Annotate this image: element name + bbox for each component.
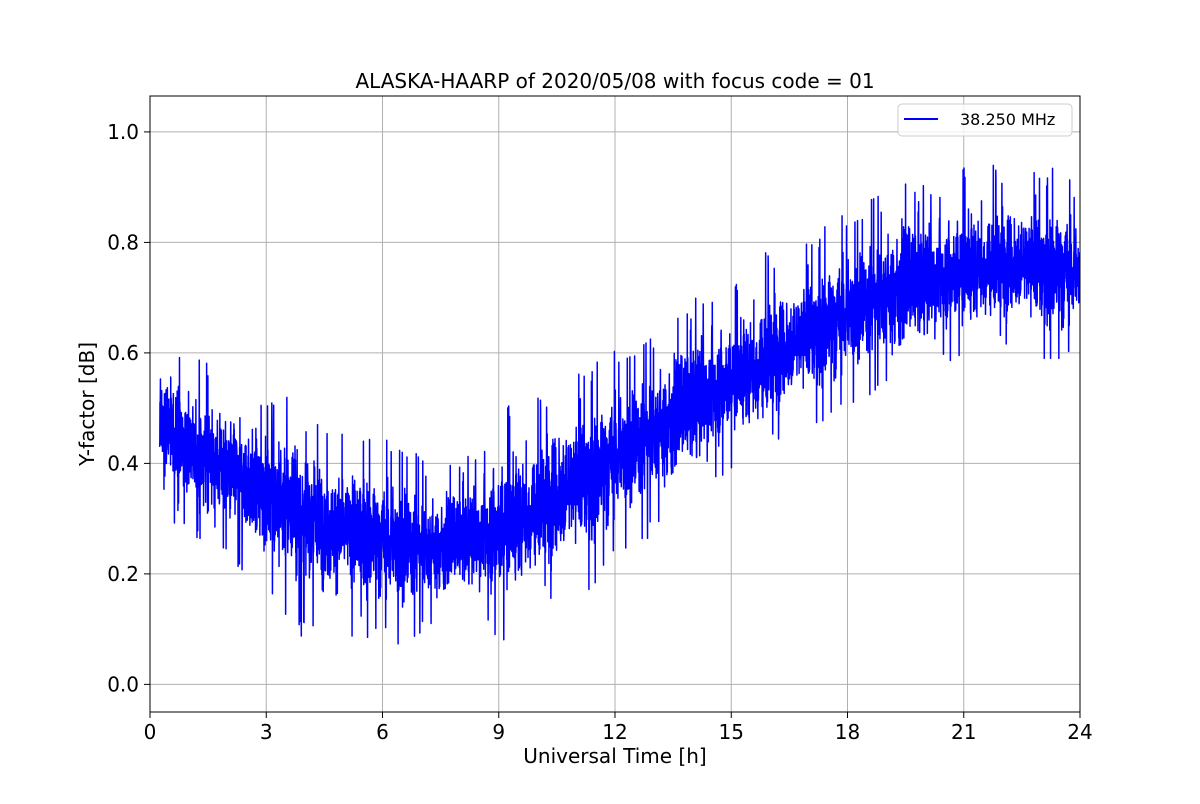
y-axis-label: Y-factor [dB]	[75, 342, 99, 467]
x-tick-label: 12	[602, 720, 627, 744]
y-tick-label: 0.4	[107, 451, 139, 475]
legend-box	[897, 103, 1073, 137]
legend: 38.250 MHz	[897, 103, 1073, 137]
x-tick-label: 9	[492, 720, 505, 744]
y-tick-label: 0.0	[107, 672, 139, 696]
x-tick-label: 18	[835, 720, 860, 744]
x-axis-label: Universal Time [h]	[523, 744, 706, 768]
ticks: 0 3 6 9 12 15 18 21 24 0.0 0.2 0.4 0.6 0.8 1.0	[107, 120, 1093, 744]
series-group	[158, 164, 1080, 645]
chart-title: ALASKA-HAARP of 2020/05/08 with focus co…	[355, 69, 874, 93]
y-tick-label: 0.6	[107, 341, 139, 365]
y-tick-label: 0.2	[107, 562, 139, 586]
series-line-38-250-mhz	[158, 164, 1080, 645]
x-tick-label: 21	[951, 720, 976, 744]
x-tick-label: 0	[144, 720, 157, 744]
x-tick-label: 3	[260, 720, 273, 744]
x-tick-label: 24	[1067, 720, 1092, 744]
x-tick-label: 6	[376, 720, 389, 744]
y-tick-label: 0.8	[107, 230, 139, 254]
x-tick-label: 15	[719, 720, 744, 744]
legend-entry-label: 38.250 MHz	[960, 110, 1055, 129]
y-tick-label: 1.0	[107, 120, 139, 144]
